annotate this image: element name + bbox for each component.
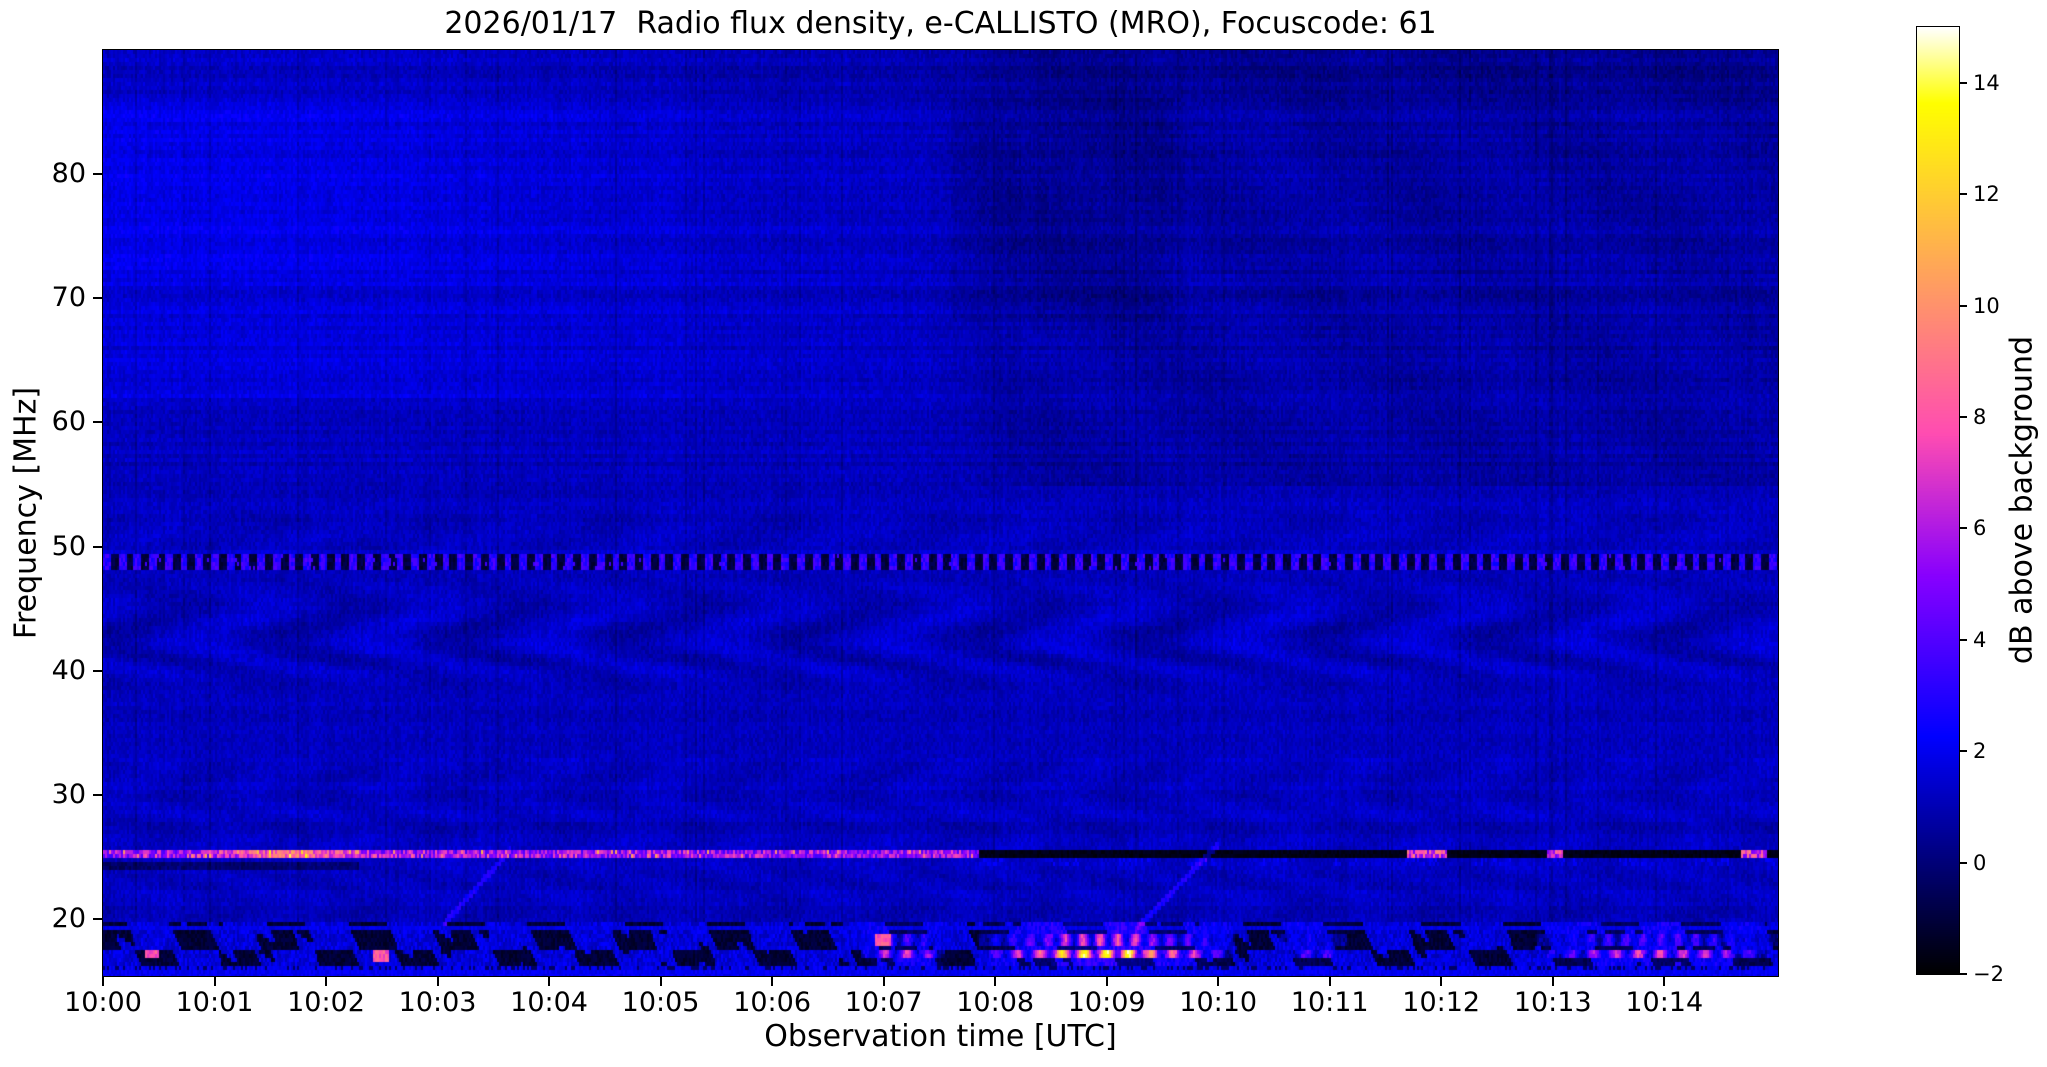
x-tick-label: 10:02 xyxy=(287,987,365,1018)
colorbar-tick-label: 6 xyxy=(1973,516,1987,541)
x-tick-label: 10:10 xyxy=(1179,987,1258,1018)
colorbar-label: dB above background xyxy=(2004,335,2040,665)
colorbar-tick-label: 14 xyxy=(1973,70,2000,95)
x-tick-label: 10:01 xyxy=(175,987,254,1018)
x-tick-mark xyxy=(1663,977,1666,986)
colorbar-tick-mark xyxy=(1960,415,1967,418)
y-tick-mark xyxy=(93,421,102,424)
colorbar-tick-label: 0 xyxy=(1973,850,1987,875)
colorbar-tick-label: −2 xyxy=(1973,962,2004,986)
x-tick-label: 10:09 xyxy=(1067,987,1146,1018)
x-tick-mark xyxy=(659,977,662,986)
colorbar-tick-mark xyxy=(1960,81,1967,84)
x-tick-label: 10:03 xyxy=(398,987,477,1018)
x-tick-mark xyxy=(1440,977,1443,986)
y-tick-mark xyxy=(93,297,102,300)
x-tick-label: 10:13 xyxy=(1513,987,1592,1018)
spectrogram-canvas xyxy=(103,50,1778,976)
colorbar-tick-mark xyxy=(1960,861,1967,864)
plot-area xyxy=(102,49,1779,977)
x-tick-mark xyxy=(548,977,551,986)
colorbar-gradient-canvas xyxy=(1917,27,1959,974)
x-axis-label: Observation time [UTC] xyxy=(764,1019,1117,1054)
x-tick-mark xyxy=(882,977,885,986)
y-axis-label: Frequency [MHz] xyxy=(8,386,44,640)
y-tick-label: 30 xyxy=(51,778,86,810)
y-tick-label: 20 xyxy=(51,902,86,934)
y-tick-mark xyxy=(93,669,102,672)
y-tick-mark xyxy=(93,545,102,548)
x-tick-mark xyxy=(436,977,439,986)
colorbar-tick-label: 2 xyxy=(1973,739,1987,764)
colorbar-tick-mark xyxy=(1960,304,1967,307)
colorbar-tick-label: 4 xyxy=(1973,627,1987,652)
chart-title: 2026/01/17 Radio flux density, e-CALLIST… xyxy=(444,6,1437,41)
x-tick-label: 10:12 xyxy=(1402,987,1481,1018)
colorbar-tick-mark xyxy=(1960,638,1967,641)
x-tick-mark xyxy=(1551,977,1554,986)
x-tick-mark xyxy=(771,977,774,986)
y-tick-label: 60 xyxy=(51,406,86,438)
colorbar-tick-label: 8 xyxy=(1973,404,1987,429)
x-tick-label: 10:14 xyxy=(1625,987,1704,1018)
colorbar-tick-mark xyxy=(1960,527,1967,530)
y-tick-label: 70 xyxy=(51,282,86,314)
y-tick-label: 50 xyxy=(51,530,86,562)
x-tick-mark xyxy=(325,977,328,986)
x-tick-label: 10:04 xyxy=(510,987,588,1018)
y-tick-label: 40 xyxy=(51,654,86,686)
x-tick-mark xyxy=(1217,977,1220,986)
y-tick-label: 80 xyxy=(51,158,86,190)
x-tick-label: 10:08 xyxy=(956,987,1035,1018)
x-tick-mark xyxy=(994,977,997,986)
colorbar-tick-label: 12 xyxy=(1973,182,2000,207)
x-tick-mark xyxy=(1328,977,1331,986)
y-tick-mark xyxy=(93,793,102,796)
x-tick-mark xyxy=(1105,977,1108,986)
colorbar-tick-mark xyxy=(1960,750,1967,753)
x-tick-label: 10:00 xyxy=(64,987,142,1018)
x-tick-mark xyxy=(213,977,216,986)
colorbar-tick-label: 10 xyxy=(1973,293,2000,318)
y-tick-mark xyxy=(93,917,102,920)
x-tick-mark xyxy=(102,977,104,986)
colorbar xyxy=(1916,26,1960,975)
x-tick-label: 10:07 xyxy=(844,987,923,1018)
colorbar-tick-mark xyxy=(1960,973,1967,975)
colorbar-tick-mark xyxy=(1960,193,1967,196)
x-tick-label: 10:05 xyxy=(621,987,700,1018)
x-tick-label: 10:11 xyxy=(1290,987,1369,1018)
y-tick-mark xyxy=(93,173,102,176)
x-tick-label: 10:06 xyxy=(733,987,811,1018)
